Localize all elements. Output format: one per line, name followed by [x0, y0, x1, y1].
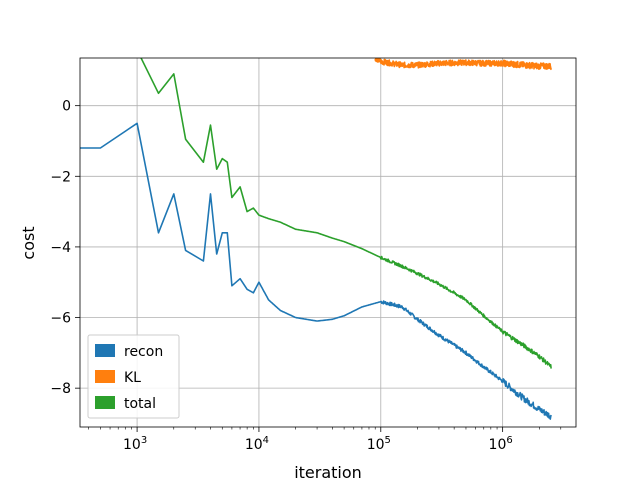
legend-swatch-recon	[95, 344, 115, 357]
x-axis-label: iteration	[294, 463, 362, 480]
y-tick-label: −8	[50, 381, 71, 397]
grid	[80, 58, 576, 427]
y-axis-label: cost	[19, 226, 38, 259]
axes-frame	[79, 57, 577, 428]
legend-label-recon: recon	[124, 344, 163, 360]
x-tick-label: 103	[123, 435, 147, 453]
y-tick-label: −6	[50, 311, 71, 327]
series-line-kl	[374, 58, 552, 71]
y-tick-label: −4	[50, 240, 71, 256]
legend-label-total: total	[124, 396, 156, 412]
x-tick-label: 106	[489, 435, 513, 453]
series-line-recon	[80, 122, 552, 420]
legend-swatch-kl	[95, 370, 115, 383]
x-tick-label: 105	[367, 435, 391, 453]
x-tick-label: 104	[245, 435, 269, 453]
legend-label-kl: KL	[124, 370, 141, 386]
series-line-total	[140, 58, 552, 369]
legend-swatch-total	[95, 396, 115, 409]
legend: recon KL total	[87, 334, 180, 419]
y-tick-label: −2	[50, 169, 71, 185]
plot-area	[80, 58, 552, 420]
y-tick-label: 0	[62, 99, 71, 115]
